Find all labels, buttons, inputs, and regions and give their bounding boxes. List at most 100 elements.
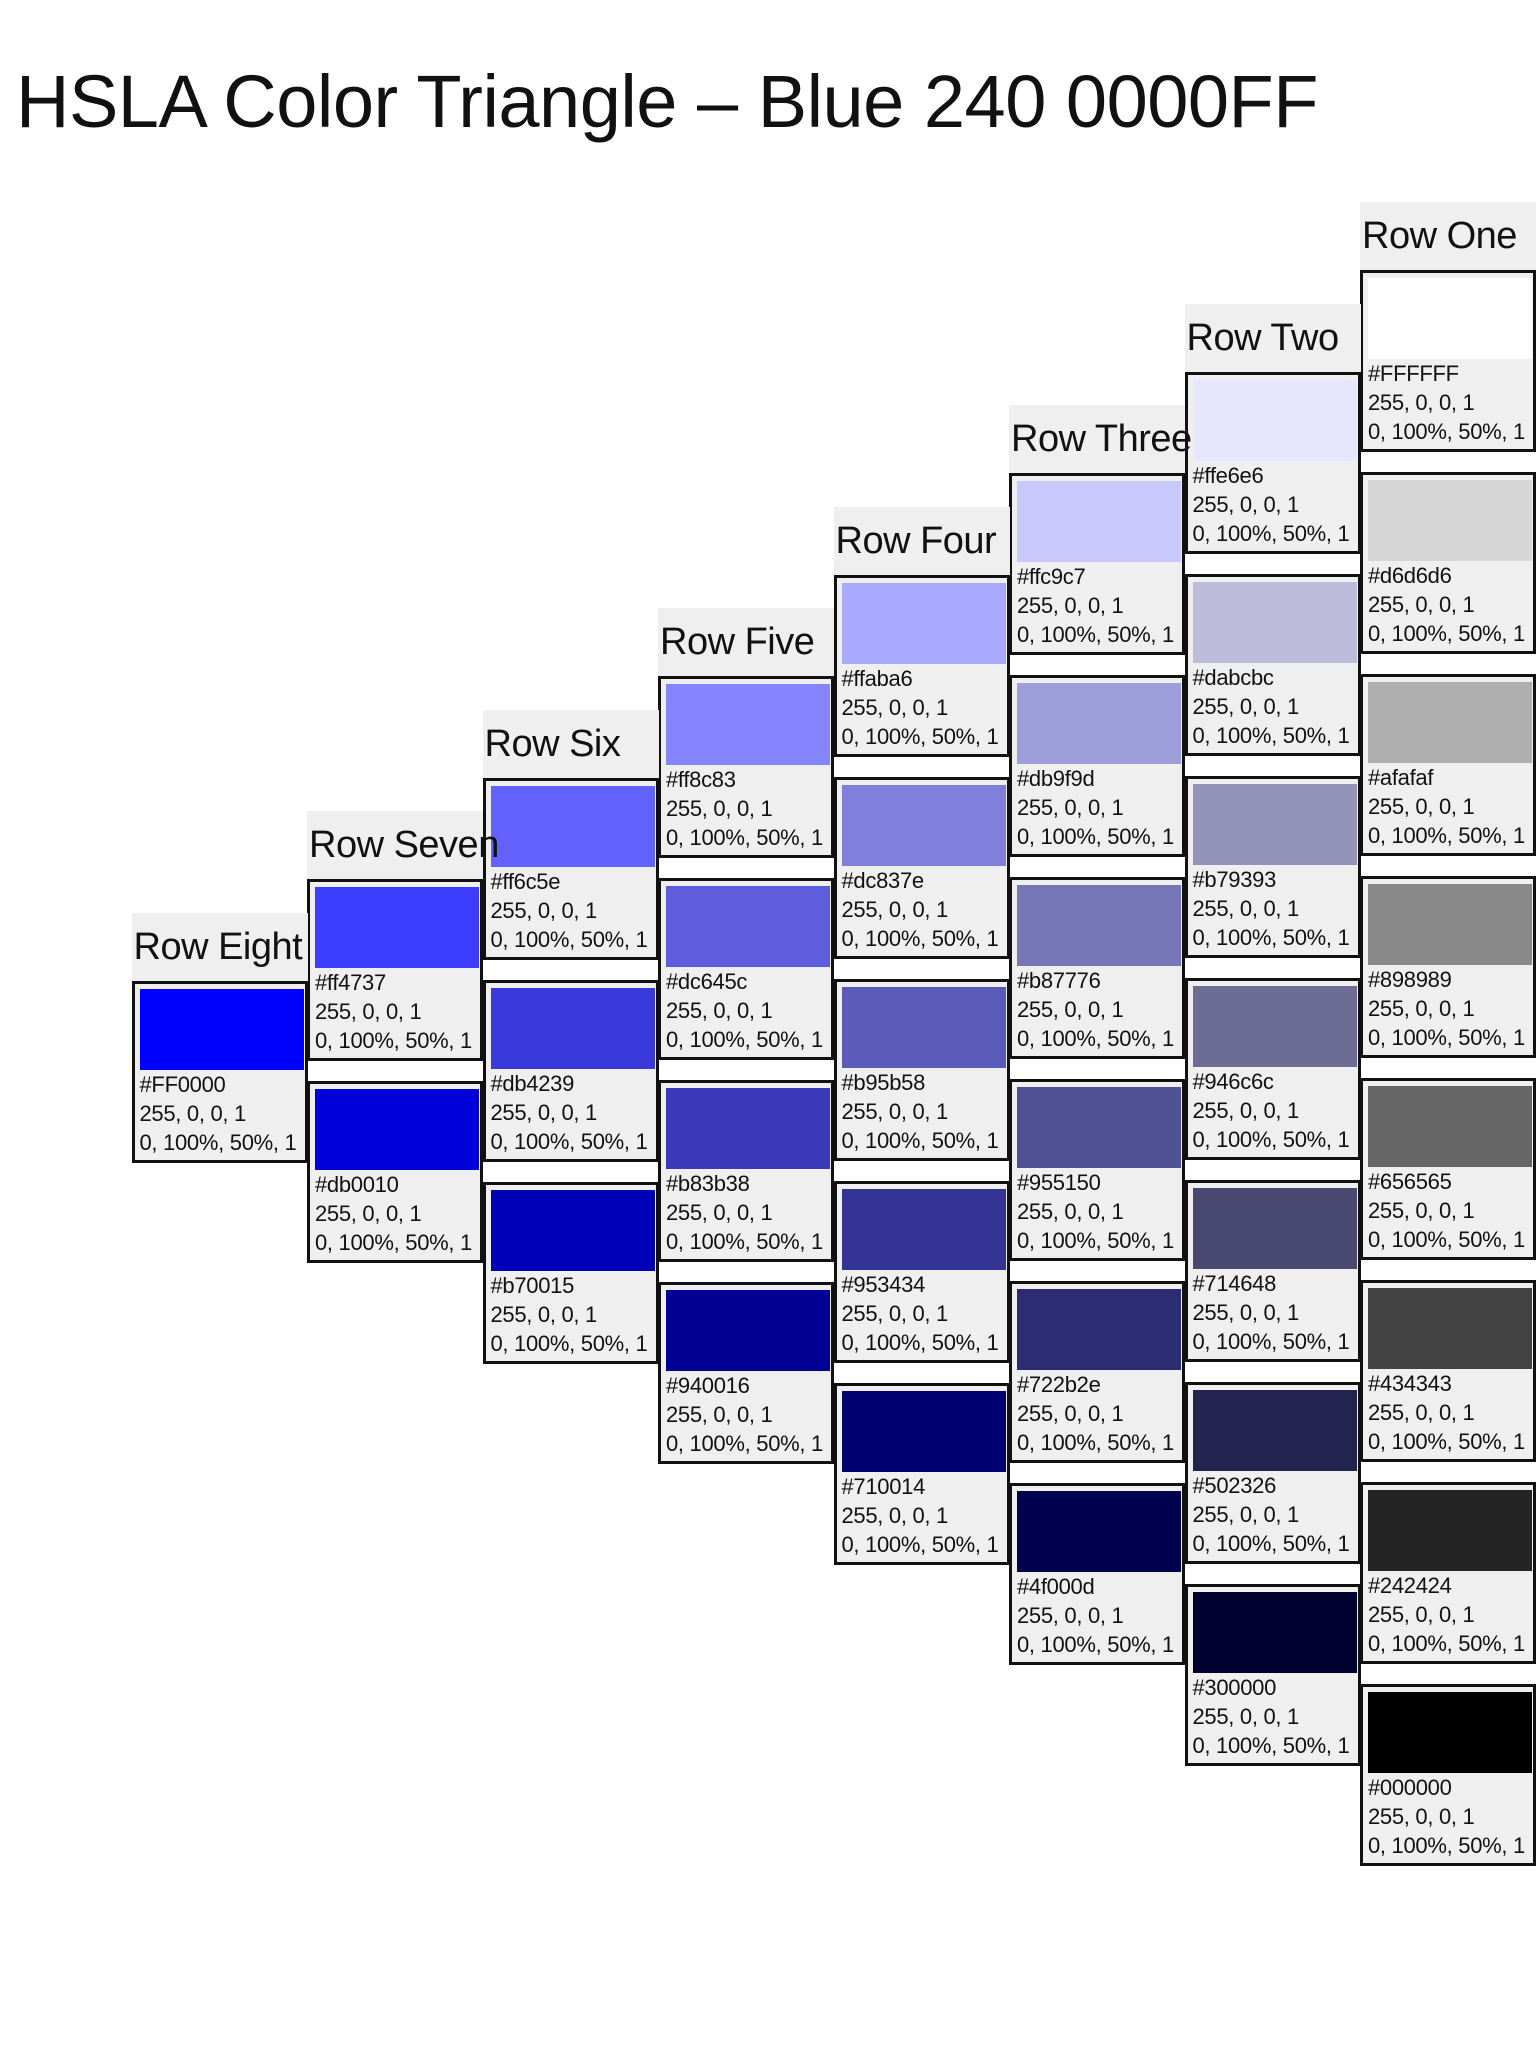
hex-value: #dc837e — [841, 867, 925, 893]
hsla-value: 0, 100%, 50%, 1 — [666, 1229, 823, 1254]
hex-value: #ffaba6 — [841, 665, 913, 691]
hsla-value: 0, 100%, 50%, 1 — [1192, 1530, 1350, 1556]
color-chip — [1368, 884, 1532, 965]
swatch-values: #898989 255, 0, 0, 1 0, 100%, 50%, 1 — [1368, 965, 1528, 1052]
rgba-value: 255, 0, 0, 1 — [841, 1300, 949, 1326]
rgba-value: 255, 0, 0, 1 — [1017, 997, 1124, 1022]
hex-value: #db9f9d — [1017, 766, 1095, 791]
hex-value: #b87776 — [1017, 968, 1101, 993]
row-label: Row Five — [658, 608, 834, 676]
hex-value: #ff8c83 — [666, 767, 736, 792]
swatch-card: #940016 255, 0, 0, 1 0, 100%, 50%, 1 — [658, 1282, 834, 1464]
hsla-value: 0, 100%, 50%, 1 — [490, 1330, 648, 1356]
swatch-values: #FF0000 255, 0, 0, 1 0, 100%, 50%, 1 — [140, 1070, 300, 1157]
hex-value: #953434 — [841, 1271, 926, 1297]
swatch-values: #ffe6e6 255, 0, 0, 1 0, 100%, 50%, 1 — [1193, 461, 1353, 548]
rgba-value: 255, 0, 0, 1 — [490, 1099, 598, 1125]
hex-value: #946c6c — [1192, 1068, 1274, 1094]
hsla-value: 0, 100%, 50%, 1 — [1368, 1227, 1525, 1252]
hex-value: #242424 — [1368, 1573, 1452, 1598]
swatch-values: #000000 255, 0, 0, 1 0, 100%, 50%, 1 — [1368, 1773, 1528, 1860]
swatch-card: #300000 255, 0, 0, 1 0, 100%, 50%, 1 — [1184, 1583, 1361, 1766]
rgba-value: 255, 0, 0, 1 — [841, 896, 949, 922]
color-chip — [841, 784, 1006, 866]
swatch-values: #b95b58 255, 0, 0, 1 0, 100%, 50%, 1 — [842, 1068, 1002, 1155]
rgba-value: 255, 0, 0, 1 — [1368, 996, 1475, 1021]
rgba-value: 255, 0, 0, 1 — [1192, 693, 1300, 719]
hex-value: #ff4737 — [315, 970, 386, 995]
hsla-value: 0, 100%, 50%, 1 — [1017, 1228, 1174, 1253]
swatch-card: #d6d6d6 255, 0, 0, 1 0, 100%, 50%, 1 — [1360, 472, 1536, 654]
hex-value: #dabcbc — [1192, 664, 1274, 690]
hsla-value: 0, 100%, 50%, 1 — [1192, 1328, 1350, 1354]
hsla-value: 0, 100%, 50%, 1 — [1017, 1632, 1174, 1657]
hex-value: #898989 — [1368, 967, 1452, 992]
swatch-card: #b70015 255, 0, 0, 1 0, 100%, 50%, 1 — [482, 1181, 659, 1364]
color-chip — [315, 1089, 479, 1170]
rgba-value: 255, 0, 0, 1 — [841, 694, 949, 720]
color-chip — [1192, 1389, 1357, 1471]
swatch-card: #b95b58 255, 0, 0, 1 0, 100%, 50%, 1 — [833, 978, 1010, 1161]
swatch-card: #db0010 255, 0, 0, 1 0, 100%, 50%, 1 — [307, 1081, 483, 1263]
rgba-value: 255, 0, 0, 1 — [1192, 1299, 1300, 1325]
swatch-values: #b70015 255, 0, 0, 1 0, 100%, 50%, 1 — [491, 1271, 651, 1358]
swatch-card: #afafaf 255, 0, 0, 1 0, 100%, 50%, 1 — [1360, 674, 1536, 856]
swatch-values: #300000 255, 0, 0, 1 0, 100%, 50%, 1 — [1193, 1673, 1353, 1760]
hex-value: #710014 — [841, 1473, 926, 1499]
hex-value: #afafaf — [1368, 765, 1434, 790]
swatch-values: #d6d6d6 255, 0, 0, 1 0, 100%, 50%, 1 — [1368, 561, 1528, 648]
row-label: Row Two — [1184, 303, 1361, 372]
rgba-value: 255, 0, 0, 1 — [666, 796, 773, 821]
row-label: Row Three — [1009, 405, 1192, 473]
row-column: Row Seven #ff4737 255, 0, 0, 1 0, 100%, 50%… — [307, 811, 499, 1283]
color-chip — [1017, 1491, 1181, 1572]
swatch-card: #4f000d 255, 0, 0, 1 0, 100%, 50%, 1 — [1009, 1483, 1185, 1665]
color-chip — [1192, 985, 1357, 1067]
color-chip — [1192, 783, 1357, 865]
swatch-card: #714648 255, 0, 0, 1 0, 100%, 50%, 1 — [1184, 1179, 1361, 1362]
swatch-card: #242424 255, 0, 0, 1 0, 100%, 50%, 1 — [1360, 1482, 1536, 1664]
rgba-value: 255, 0, 0, 1 — [666, 1402, 773, 1427]
color-chip — [666, 1088, 830, 1169]
page-title: HSLA Color Triangle – Blue 240 0000FF — [16, 60, 1318, 143]
color-chip — [841, 986, 1006, 1068]
hex-value: #434343 — [1368, 1371, 1452, 1396]
swatch-card: #955150 255, 0, 0, 1 0, 100%, 50%, 1 — [1009, 1079, 1185, 1261]
rgba-value: 255, 0, 0, 1 — [1192, 1097, 1300, 1123]
swatch-values: #dc837e 255, 0, 0, 1 0, 100%, 50%, 1 — [842, 866, 1002, 953]
rgba-value: 255, 0, 0, 1 — [1192, 1703, 1300, 1729]
swatch-card: #434343 255, 0, 0, 1 0, 100%, 50%, 1 — [1360, 1280, 1536, 1462]
color-chip — [1192, 379, 1357, 461]
color-chip — [841, 1390, 1006, 1472]
hsla-value: 0, 100%, 50%, 1 — [666, 825, 823, 850]
swatch-values: #242424 255, 0, 0, 1 0, 100%, 50%, 1 — [1368, 1571, 1528, 1658]
color-chip — [666, 1290, 830, 1371]
hsla-value: 0, 100%, 50%, 1 — [1368, 1025, 1525, 1050]
hex-value: #FFFFFF — [1368, 361, 1459, 386]
color-chip — [666, 886, 830, 967]
hex-value: #940016 — [666, 1373, 750, 1398]
rgba-value: 255, 0, 0, 1 — [315, 999, 422, 1024]
row-label: Row Four — [833, 506, 1010, 575]
swatch-card: #b87776 255, 0, 0, 1 0, 100%, 50%, 1 — [1009, 877, 1185, 1059]
swatch-values: #710014 255, 0, 0, 1 0, 100%, 50%, 1 — [842, 1472, 1002, 1559]
rgba-value: 255, 0, 0, 1 — [1192, 895, 1300, 921]
hex-value: #d6d6d6 — [1368, 563, 1452, 588]
swatch-card: #b79393 255, 0, 0, 1 0, 100%, 50%, 1 — [1184, 775, 1361, 958]
swatch-card: #502326 255, 0, 0, 1 0, 100%, 50%, 1 — [1184, 1381, 1361, 1564]
color-chip — [666, 684, 830, 765]
hsla-value: 0, 100%, 50%, 1 — [1192, 722, 1350, 748]
swatch-card: #ffc9c7 255, 0, 0, 1 0, 100%, 50%, 1 — [1009, 473, 1185, 655]
swatch-card: #db9f9d 255, 0, 0, 1 0, 100%, 50%, 1 — [1009, 675, 1185, 857]
hex-value: #4f000d — [1017, 1574, 1095, 1599]
swatch-values: #afafaf 255, 0, 0, 1 0, 100%, 50%, 1 — [1368, 763, 1528, 850]
hex-value: #300000 — [1192, 1674, 1277, 1700]
swatch-values: #940016 255, 0, 0, 1 0, 100%, 50%, 1 — [666, 1371, 826, 1458]
hsla-value: 0, 100%, 50%, 1 — [315, 1230, 472, 1255]
hex-value: #b95b58 — [841, 1069, 926, 1095]
color-chip — [1368, 278, 1532, 359]
hex-value: #b79393 — [1192, 866, 1277, 892]
swatch-values: #ff4737 255, 0, 0, 1 0, 100%, 50%, 1 — [315, 968, 475, 1055]
hsla-value: 0, 100%, 50%, 1 — [841, 723, 999, 749]
swatch-values: #656565 255, 0, 0, 1 0, 100%, 50%, 1 — [1368, 1167, 1528, 1254]
